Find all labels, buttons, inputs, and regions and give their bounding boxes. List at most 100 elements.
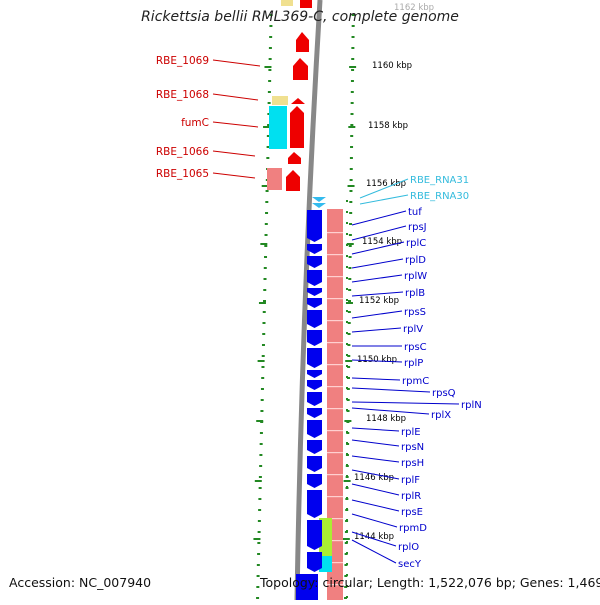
tick-mark — [269, 14, 273, 16]
tick-mark — [346, 377, 350, 379]
tick-mark — [347, 366, 351, 368]
tick-mark — [346, 574, 348, 576]
tick-mark — [344, 564, 348, 566]
cds-forward-arrow — [290, 106, 304, 148]
tick-mark — [346, 464, 348, 466]
tick-mark — [258, 476, 262, 478]
tick-mark — [259, 465, 263, 467]
tick-mark — [261, 355, 265, 357]
right-leader-line — [351, 439, 400, 447]
right-leader-line — [351, 310, 403, 319]
cds-reverse-arrow — [307, 474, 322, 488]
cds-reverse-arrow — [307, 288, 322, 296]
cds-reverse-arrow — [307, 420, 322, 438]
gc-separator — [327, 496, 343, 498]
backbone-line — [294, 0, 323, 601]
tick-mark — [350, 113, 354, 115]
feature-cyan-fumc — [269, 106, 287, 149]
gc-separator — [327, 540, 343, 542]
right-feature-label: rpsC — [404, 342, 427, 353]
tick-mark — [256, 564, 260, 566]
tick-mark — [346, 398, 348, 400]
major-tick — [342, 538, 350, 540]
gc-separator — [327, 474, 343, 476]
tick-mark — [348, 234, 352, 236]
tick-mark — [350, 124, 354, 126]
right-feature-label: rpsQ — [432, 388, 456, 399]
left-feature-label: RBE_1068 — [156, 89, 209, 101]
right-feature-label: rplC — [406, 238, 426, 249]
tick-mark — [260, 388, 264, 390]
tick-mark — [351, 14, 355, 16]
rna-leader-line — [359, 178, 409, 199]
tick-mark — [268, 47, 272, 49]
tick-mark — [262, 311, 266, 313]
cds-reverse-arrow — [307, 370, 322, 378]
major-tick — [347, 185, 355, 187]
cds-reverse-arrow — [307, 330, 322, 346]
tick-mark — [347, 355, 351, 357]
left-feature-label: RBE_1065 — [156, 168, 209, 180]
right-leader-line — [351, 291, 404, 297]
tick-mark — [346, 486, 348, 488]
right-leader-line — [351, 359, 403, 363]
right-feature-label: rpsJ — [408, 222, 427, 233]
right-leader-line — [351, 531, 397, 547]
right-leader-line — [351, 241, 405, 255]
tick-mark — [346, 222, 348, 224]
cds-reverse-arrow — [307, 348, 322, 368]
tick-mark — [269, 25, 273, 27]
cds-reverse-block — [296, 574, 318, 600]
right-feature-label: rplV — [403, 324, 423, 335]
tick-mark — [349, 168, 353, 170]
gc-separator — [327, 386, 343, 388]
tick-mark — [349, 179, 353, 181]
tick-mark — [268, 69, 272, 71]
major-tick — [343, 480, 351, 482]
cds-reverse-arrow — [307, 408, 322, 418]
rna-label: RBE_RNA30 — [410, 191, 469, 202]
tick-mark — [351, 47, 355, 49]
tick-mark — [344, 575, 348, 577]
cds-reverse-arrow — [307, 244, 322, 254]
tick-mark — [348, 289, 352, 291]
tick-mark — [346, 376, 348, 378]
right-leader-line — [351, 387, 431, 393]
major-tick — [349, 66, 357, 68]
cds-reverse-arrow — [307, 380, 322, 390]
tick-mark — [347, 322, 351, 324]
tick-mark — [264, 256, 268, 258]
gc-separator — [327, 342, 343, 344]
tick-mark — [267, 113, 271, 115]
tick-mark — [256, 586, 260, 588]
gc-separator — [327, 562, 343, 564]
scale-labels: 1162 kbp 1160 kbp 1158 kbp 1156 kbp 1154 kbp… — [354, 3, 434, 542]
gc-separator — [327, 298, 343, 300]
tick-mark — [257, 520, 261, 522]
tick-mark — [267, 124, 271, 126]
tick-mark — [346, 343, 348, 345]
tick-mark — [256, 575, 260, 577]
major-tick — [348, 126, 356, 128]
right-feature-label: rplE — [401, 427, 421, 438]
tick-mark — [259, 454, 263, 456]
tick-mark — [263, 278, 267, 280]
tick-mark — [348, 267, 352, 269]
tick-mark — [268, 58, 272, 60]
right-leader-line — [351, 483, 400, 496]
tick-mark — [346, 497, 348, 499]
right-feature-label: rplN — [461, 400, 482, 411]
tick-mark — [257, 542, 261, 544]
tick-mark — [346, 585, 348, 587]
tick-mark — [346, 332, 348, 334]
map-title: Rickettsia bellii RML369-C, complete gen… — [141, 9, 459, 25]
tick-mark — [346, 442, 348, 444]
major-tick — [257, 360, 265, 362]
tick-mark — [257, 531, 261, 533]
tick-mark — [256, 597, 260, 599]
tick-mark — [348, 245, 352, 247]
tick-mark — [346, 530, 348, 532]
major-tick — [260, 243, 268, 245]
